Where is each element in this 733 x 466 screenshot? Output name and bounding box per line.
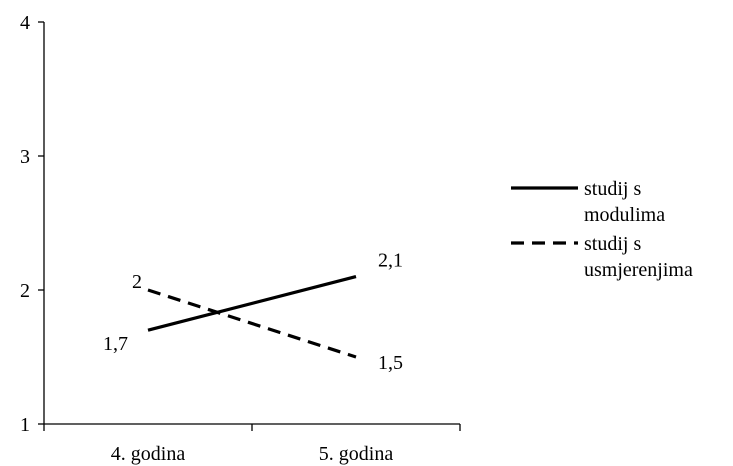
chart-series bbox=[147, 275, 357, 359]
chart-data-labels: 1,7 2,1 2 1,5 bbox=[103, 250, 403, 374]
chart-axes: 1 2 3 4 4. godina 5. godina bbox=[20, 12, 461, 465]
x-tick-label: 4. godina bbox=[111, 443, 186, 465]
legend-label-line: studij s bbox=[584, 178, 641, 200]
y-tick-label: 3 bbox=[20, 146, 30, 168]
legend-label-line: usmjerenjima bbox=[584, 259, 693, 281]
series-line-2 bbox=[147, 288, 357, 359]
data-label: 1,5 bbox=[378, 352, 403, 374]
legend-label-line: studij s bbox=[584, 233, 641, 255]
y-tick-label: 4 bbox=[20, 12, 30, 34]
y-tick-label: 1 bbox=[20, 414, 30, 436]
chart-legend: studij s modulima studij s usmjerenjima bbox=[511, 178, 693, 281]
legend-label-1: studij s modulima bbox=[584, 178, 665, 226]
legend-label-2: studij s usmjerenjima bbox=[584, 233, 693, 281]
data-label: 2,1 bbox=[378, 250, 403, 272]
y-tick-label: 2 bbox=[20, 280, 30, 302]
x-tick-label: 5. godina bbox=[319, 443, 394, 465]
data-label: 1,7 bbox=[103, 333, 128, 355]
series-line-1 bbox=[147, 275, 357, 332]
legend-label-line: modulima bbox=[584, 204, 665, 226]
data-label: 2 bbox=[132, 271, 142, 293]
